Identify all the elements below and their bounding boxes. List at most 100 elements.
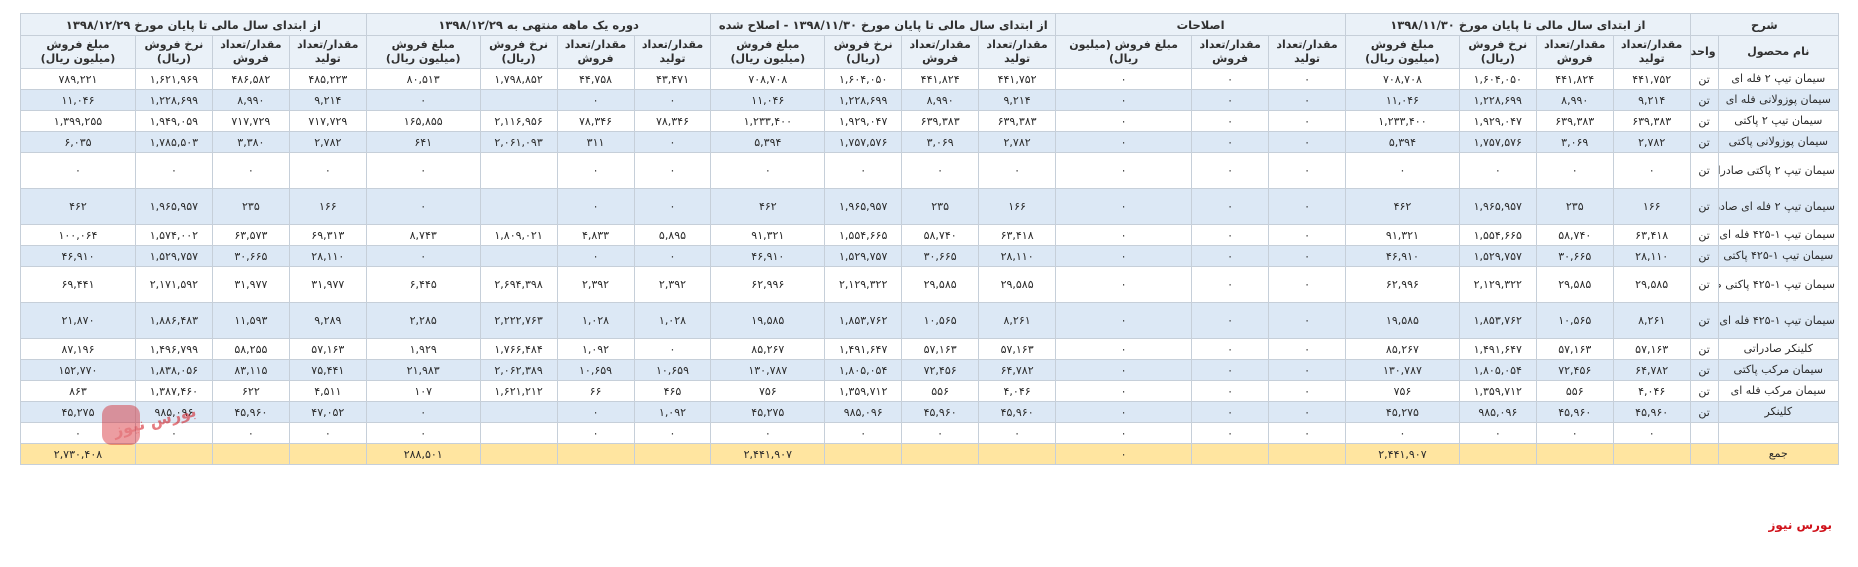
column-header: مبلغ فروش (میلیون ریال) xyxy=(1055,35,1193,69)
value-cell: ۱,۸۵۳,۷۶۲ xyxy=(824,302,903,339)
product-name-header: نام محصول xyxy=(1717,35,1840,69)
value-cell: ۷۰۸,۷۰۸ xyxy=(710,68,826,90)
value-cell: ۱,۳۹۹,۲۵۵ xyxy=(20,110,136,132)
value-cell: ۶۹,۳۱۳ xyxy=(288,224,367,246)
value-cell xyxy=(479,422,558,444)
value-cell: ۷۸۹,۲۲۱ xyxy=(20,68,136,90)
value-cell: ۴۴۱,۸۲۴ xyxy=(901,68,980,90)
value-cell: ۰ xyxy=(1055,401,1193,423)
value-cell: ۱۶۶ xyxy=(288,188,367,225)
value-cell: ۳۱,۹۷۷ xyxy=(288,266,367,303)
table-row: سیمان پوزولانی پاکتی تن ۲,۷۸۲ ۳,۰۶۹ ۱,۷۵۷,۵۷… xyxy=(20,131,1840,153)
value-cell: ۰ xyxy=(134,422,213,444)
value-cell: ۰ xyxy=(556,245,635,267)
value-cell: ۱۹,۵۸۵ xyxy=(710,302,826,339)
value-cell: ۲,۶۹۴,۳۹۸ xyxy=(479,266,558,303)
value-cell: ۴۳,۴۷۱ xyxy=(633,68,712,90)
product-name: سیمان تیپ ۱-۴۲۵ فله ای xyxy=(1717,224,1840,246)
total-value-cell xyxy=(1689,443,1719,465)
total-value-cell: ۲,۷۳۰,۴۰۸ xyxy=(20,443,136,465)
value-cell: ۱۱,۵۹۳ xyxy=(211,302,290,339)
unit-cell: تن xyxy=(1689,266,1719,303)
value-cell: ۰ xyxy=(633,89,712,111)
value-cell: ۰ xyxy=(633,245,712,267)
total-value-cell xyxy=(901,443,980,465)
total-label: جمع xyxy=(1717,443,1840,465)
value-cell: ۱۹,۵۸۵ xyxy=(1345,302,1460,339)
value-cell: ۶۳۹,۳۸۳ xyxy=(901,110,980,132)
value-cell: ۳۱۱ xyxy=(556,131,635,153)
value-cell: ۰ xyxy=(365,152,481,189)
value-cell: ۲,۷۸۲ xyxy=(978,131,1057,153)
column-header: مقدار/تعداد تولید xyxy=(1268,35,1347,69)
value-cell: ۸,۹۹۰ xyxy=(211,89,290,111)
value-cell: ۶۹,۴۴۱ xyxy=(20,266,136,303)
value-cell: ۱,۷۸۵,۵۰۳ xyxy=(134,131,213,153)
value-cell: ۰ xyxy=(633,338,712,360)
value-cell: ۱,۴۹۱,۶۴۷ xyxy=(824,338,903,360)
value-cell: ۲۹,۵۸۵ xyxy=(901,266,980,303)
table-row: سیمان تیپ ۱-۴۲۵ پاکتی تن ۲۸,۱۱۰ ۳۰,۶۶۵ ۱,۵۲۹… xyxy=(20,245,1840,267)
total-value-cell: ۲۸۸,۵۰۱ xyxy=(365,443,481,465)
value-cell: ۲۳۵ xyxy=(211,188,290,225)
value-cell: ۱,۹۲۹,۰۴۷ xyxy=(1458,110,1537,132)
value-cell: ۸۵,۲۶۷ xyxy=(1345,338,1460,360)
value-cell: ۴,۰۴۶ xyxy=(1612,380,1691,402)
value-cell: ۰ xyxy=(1268,338,1347,360)
value-cell: ۴۵,۹۶۰ xyxy=(1535,401,1614,423)
value-cell: ۲۸,۱۱۰ xyxy=(1612,245,1691,267)
value-cell: ۱,۲۲۸,۶۹۹ xyxy=(1458,89,1537,111)
value-cell: ۹۸۵,۰۹۶ xyxy=(824,401,903,423)
value-cell: ۳۱,۹۷۷ xyxy=(211,266,290,303)
value-cell: ۵۷,۱۶۳ xyxy=(288,338,367,360)
unit-cell: تن xyxy=(1689,89,1719,111)
value-cell: ۰ xyxy=(1268,68,1347,90)
group-header: از ابتدای سال مالی تا پایان مورخ ۱۳۹۸/۱۱… xyxy=(710,13,1057,36)
total-value-cell xyxy=(1268,443,1347,465)
value-cell: ۱,۹۶۵,۹۵۷ xyxy=(134,188,213,225)
value-cell: ۱,۸۵۳,۷۶۲ xyxy=(1458,302,1537,339)
value-cell: ۰ xyxy=(1268,266,1347,303)
value-cell: ۵۸,۷۴۰ xyxy=(901,224,980,246)
value-cell: ۲,۰۶۲,۳۸۹ xyxy=(479,359,558,381)
product-name: سیمان تیپ ۲ پاکتی صادراتی xyxy=(1717,152,1840,189)
table-row: سیمان تیپ ۱-۴۲۵ فله ای صادراتیتن۸,۲۶۱۱۰,… xyxy=(20,302,1840,339)
column-header: مقدار/تعداد تولید xyxy=(978,35,1057,69)
value-cell: ۱,۰۹۲ xyxy=(633,401,712,423)
value-cell: ۱,۳۵۹,۷۱۲ xyxy=(824,380,903,402)
value-cell: ۲,۳۹۲ xyxy=(633,266,712,303)
value-cell: ۰ xyxy=(633,188,712,225)
value-cell: ۰ xyxy=(1055,422,1193,444)
value-cell: ۰ xyxy=(1612,422,1691,444)
value-cell: ۴۴,۷۵۸ xyxy=(556,68,635,90)
value-cell: ۰ xyxy=(1191,422,1270,444)
value-cell: ۴,۰۴۶ xyxy=(978,380,1057,402)
column-header: مقدار/تعداد تولید xyxy=(1612,35,1691,69)
value-cell: ۱۰,۵۶۵ xyxy=(1535,302,1614,339)
value-cell: ۰ xyxy=(1191,68,1270,90)
column-header: مبلغ فروش (میلیون ریال) xyxy=(20,35,136,69)
value-cell: ۸۶۳ xyxy=(20,380,136,402)
value-cell: ۱,۵۵۴,۶۶۵ xyxy=(1458,224,1537,246)
value-cell: ۰ xyxy=(211,152,290,189)
value-cell: ۰ xyxy=(556,401,635,423)
value-cell: ۳,۰۶۹ xyxy=(1535,131,1614,153)
value-cell: ۱۰,۶۵۹ xyxy=(633,359,712,381)
value-cell: ۱,۸۳۸,۰۵۶ xyxy=(134,359,213,381)
value-cell: ۰ xyxy=(1191,266,1270,303)
column-header: مقدار/تعداد تولید xyxy=(633,35,712,69)
value-cell: ۶۲,۹۹۶ xyxy=(710,266,826,303)
value-cell: ۲۹,۵۸۵ xyxy=(978,266,1057,303)
value-cell: ۳,۰۶۹ xyxy=(901,131,980,153)
value-cell: ۰ xyxy=(365,89,481,111)
value-cell xyxy=(479,188,558,225)
value-cell xyxy=(479,152,558,189)
value-cell: ۰ xyxy=(978,422,1057,444)
value-cell: ۱۶۵,۸۵۵ xyxy=(365,110,481,132)
value-cell: ۲۸,۱۱۰ xyxy=(978,245,1057,267)
value-cell: ۲,۱۷۱,۵۹۲ xyxy=(134,266,213,303)
value-cell: ۵,۳۹۴ xyxy=(710,131,826,153)
value-cell: ۲,۲۲۲,۷۶۳ xyxy=(479,302,558,339)
value-cell: ۶,۴۴۵ xyxy=(365,266,481,303)
unit-cell: تن xyxy=(1689,359,1719,381)
